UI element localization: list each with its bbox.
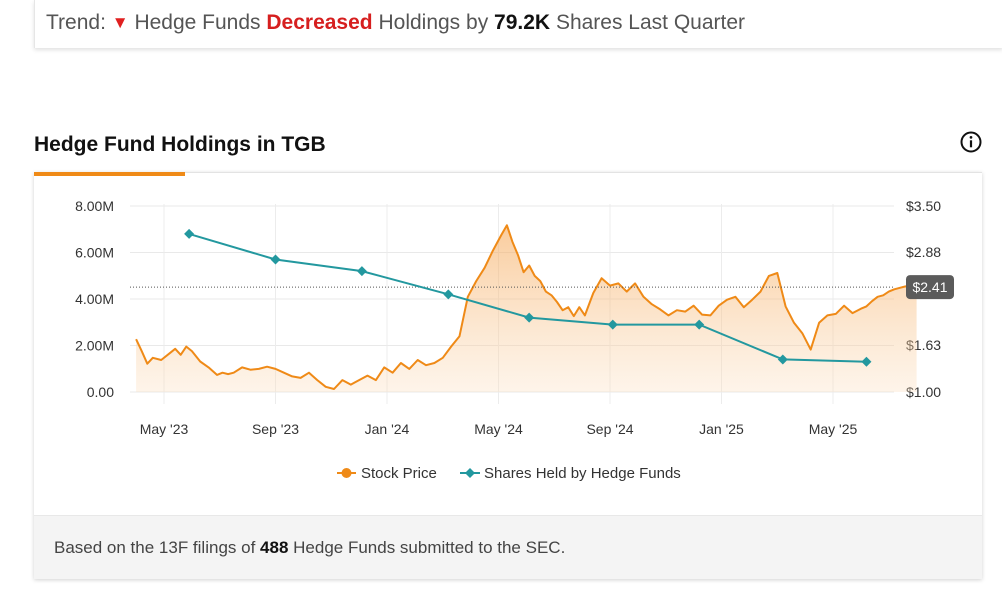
left-axis-tick-label: 8.00M: [75, 198, 114, 214]
card-accent-bar: [34, 172, 185, 176]
stock-price-legend-marker: [341, 468, 352, 478]
shares-held-legend-marker: [465, 468, 475, 478]
x-axis-tick-label: May '25: [809, 421, 858, 437]
left-axis-tick-label: 4.00M: [75, 291, 114, 307]
holdings-chart: 8.00M6.00M4.00M2.00M0.00$3.50$2.88$1.63$…: [75, 198, 954, 482]
x-axis-tick-label: Jan '24: [365, 421, 410, 437]
right-axis-tick-label: $2.88: [906, 244, 941, 260]
down-arrow-icon: ▼: [111, 13, 129, 32]
trend-text-shares: Shares Last Quarter: [555, 11, 746, 34]
stock-price-area: [136, 225, 917, 392]
filings-note: Based on the 13F filings of 488 Hedge Fu…: [54, 538, 565, 558]
legend-label-shares-held: Shares Held by Hedge Funds: [484, 465, 681, 482]
shares-held-point: [356, 266, 367, 277]
legend-label-stock-price: Stock Price: [361, 465, 437, 482]
shares-held-point: [861, 356, 872, 367]
stock-price-line: [135, 224, 917, 390]
shares-held-point: [694, 319, 705, 330]
right-axis-tick-label: $3.50: [906, 198, 941, 214]
shares-held-point: [524, 312, 535, 323]
shares-held-point: [607, 319, 618, 330]
trend-text-holdings: Holdings by: [378, 11, 489, 34]
filings-footer: Based on the 13F filings of 488 Hedge Fu…: [34, 515, 982, 579]
trend-summary-bar: Trend: ▼ Hedge Funds Decreased Holdings …: [34, 0, 1002, 48]
x-axis-tick-label: May '23: [140, 421, 189, 437]
left-axis-tick-label: 0.00: [87, 384, 114, 400]
card-top-border: [185, 172, 982, 173]
holdings-chart-card: 8.00M 6.00M 4.00M 2.00M 0.00 $3.50 $2.88 $1.63 $…: [34, 172, 982, 579]
x-axis-tick-label: May '24: [474, 421, 523, 437]
x-axis-tick-label: Sep '24: [586, 421, 633, 437]
shares-held-point: [270, 254, 281, 265]
shares-held-point: [777, 354, 788, 365]
shares-held-point: [443, 289, 454, 300]
left-axis-tick-label: 2.00M: [75, 338, 114, 354]
filings-suffix: Hedge Funds submitted to the SEC.: [293, 538, 566, 557]
left-axis-tick-label: 6.00M: [75, 245, 114, 261]
x-axis-tick-label: Jan '25: [699, 421, 744, 437]
trend-summary-text: Trend: ▼ Hedge Funds Decreased Holdings …: [46, 11, 745, 35]
current-price-badge: [906, 275, 954, 300]
trend-direction: Decreased: [266, 11, 373, 34]
filings-prefix: Based on the 13F filings of: [54, 538, 256, 557]
trend-amount: 79.2K: [494, 11, 551, 34]
shares-held-point: [184, 228, 195, 239]
trend-text-hedge-funds: Hedge Funds: [134, 11, 261, 34]
trend-label: Trend:: [46, 11, 106, 34]
section-title: Hedge Fund Holdings in TGB: [34, 133, 326, 156]
current-price-label: $2.41: [912, 279, 947, 295]
x-axis-tick-label: Sep '23: [252, 421, 299, 437]
hedge-fund-count: 488: [260, 538, 289, 557]
info-circle-icon[interactable]: [960, 131, 982, 153]
